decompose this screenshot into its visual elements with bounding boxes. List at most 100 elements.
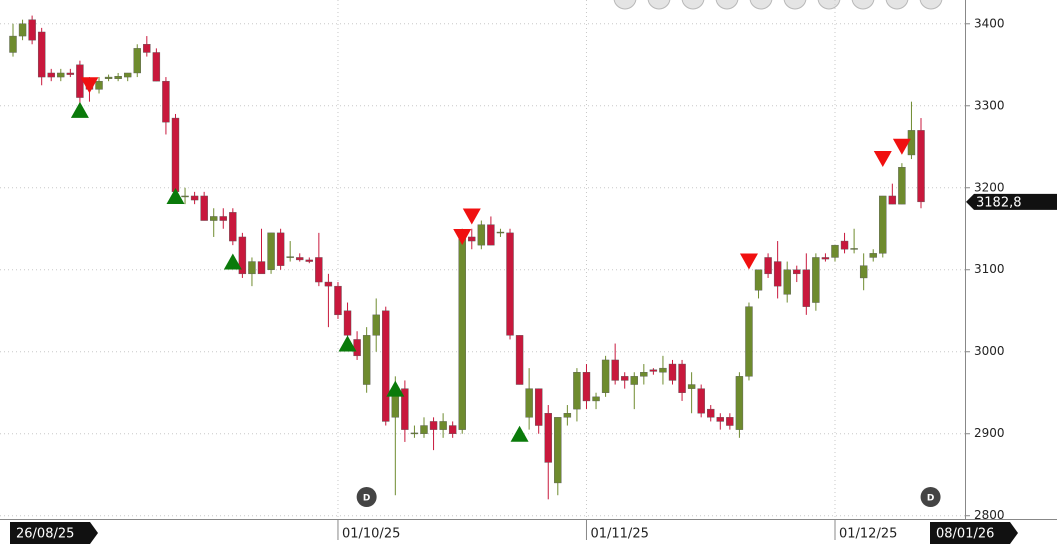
candle-body [47, 72, 55, 78]
candle-body [907, 130, 916, 156]
x-tick-label: 08/01/26 [936, 527, 994, 542]
y-tick-label: 3400 [974, 16, 1005, 30]
candle-body [305, 259, 313, 262]
x-cursor-box [10, 522, 98, 544]
toolbar-button[interactable] [851, 0, 875, 10]
candle-body [143, 44, 151, 53]
candle-body [181, 195, 189, 198]
x-tick-label: 01/11/25 [590, 527, 648, 542]
candle-body [439, 421, 447, 430]
candle-body [573, 372, 581, 410]
candle-body [582, 372, 591, 402]
candle-body [276, 232, 285, 266]
y-tick-label: 2900 [974, 426, 1005, 440]
candle-body [840, 240, 849, 250]
candle-body [123, 72, 132, 78]
candle-body [821, 257, 830, 260]
sell-signal [739, 253, 758, 270]
candle-body [707, 408, 715, 418]
candle-body [554, 417, 562, 484]
candle-body [697, 388, 705, 414]
candle-body [496, 231, 505, 234]
candle-body [162, 80, 170, 123]
candle-body [229, 212, 237, 242]
buy-signal [223, 253, 242, 270]
y-tick-label: 3100 [974, 262, 1005, 276]
candle-body [534, 388, 543, 426]
event-marker [920, 487, 941, 507]
y-tick-label: 3200 [974, 180, 1005, 194]
candle-body [334, 285, 342, 316]
candle-body [793, 269, 801, 275]
y-tick-label: 3000 [974, 344, 1005, 358]
candle-body [802, 269, 811, 307]
toolbar [613, 0, 943, 10]
candle-body [324, 281, 333, 287]
candle-body [468, 236, 476, 242]
last-price-label: 3182,8 [976, 195, 1022, 210]
candle-body [362, 335, 371, 385]
candle-body [640, 372, 648, 377]
candle-body [649, 369, 658, 372]
candle-body [659, 367, 667, 373]
candle-body [687, 384, 696, 389]
candle-body [458, 236, 466, 430]
candle-body [563, 413, 572, 418]
toolbar-button[interactable] [783, 0, 807, 10]
candle-body [57, 72, 65, 78]
candle-body [448, 425, 457, 434]
buy-signal [166, 187, 185, 204]
buy-signal [386, 380, 405, 397]
candle-body [678, 363, 686, 393]
toolbar-button[interactable] [919, 0, 943, 10]
candle-body [76, 64, 84, 98]
last-price-box [966, 193, 1057, 210]
sell-signal [892, 138, 911, 155]
candle-body [420, 425, 428, 434]
candle-body [37, 31, 46, 78]
candle-body [401, 388, 409, 430]
candle-body [286, 256, 294, 258]
candle-body [917, 130, 925, 203]
candle-body [668, 363, 677, 381]
y-tick-label: 2800 [974, 508, 1005, 522]
candle-body [18, 23, 27, 37]
candle-body [219, 216, 227, 221]
candle-body [735, 376, 744, 430]
candle-body [66, 72, 75, 75]
candle-body [238, 236, 247, 275]
event-label: D [363, 494, 370, 504]
candle-body [190, 195, 199, 201]
sell-signal [462, 208, 481, 225]
candle-body [621, 376, 629, 381]
candle-body [429, 421, 438, 430]
candle-body [477, 224, 486, 246]
buy-signal [510, 425, 529, 442]
candle-body [210, 216, 218, 221]
candle-body [353, 339, 361, 357]
toolbar-button[interactable] [715, 0, 739, 10]
toolbar-button[interactable] [613, 0, 637, 10]
candle-body [267, 232, 275, 270]
candle-body [544, 413, 552, 463]
toolbar-button[interactable] [681, 0, 705, 10]
candle-body [114, 76, 122, 79]
toolbar-button[interactable] [749, 0, 773, 10]
x-tick-label: 01/12/25 [839, 527, 897, 542]
toolbar-button[interactable] [647, 0, 671, 10]
candle-body [372, 314, 380, 336]
toolbar-button[interactable] [885, 0, 909, 10]
candle-body [888, 195, 897, 205]
candle-body [171, 117, 180, 193]
candle-body [630, 376, 638, 385]
candle-body [592, 396, 600, 402]
x-tick-label: 01/10/25 [342, 527, 400, 542]
buy-signal [338, 335, 357, 352]
candle-body [869, 253, 877, 258]
sell-signal [873, 151, 892, 168]
candle-body [257, 261, 266, 275]
candle-body [95, 80, 103, 90]
toolbar-button[interactable] [817, 0, 841, 10]
